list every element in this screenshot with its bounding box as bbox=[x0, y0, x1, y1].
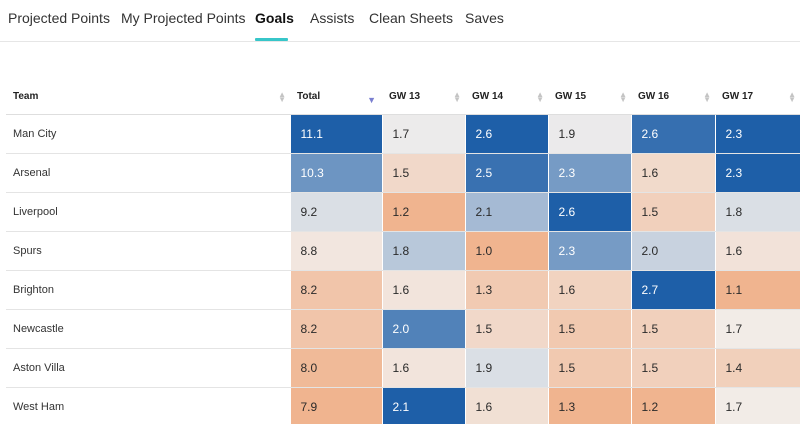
column-header-label: GW 15 bbox=[555, 91, 587, 103]
total-goals-cell: 10.3 bbox=[289, 153, 382, 193]
gw-goals-cell: 2.3 bbox=[714, 153, 800, 193]
tab-my-projected-points[interactable]: My Projected Points bbox=[121, 10, 246, 26]
total-goals-cell: 8.2 bbox=[289, 309, 382, 349]
gw-goals-cell: 1.8 bbox=[381, 231, 465, 271]
gw-goals-cell: 2.5 bbox=[464, 153, 548, 193]
column-header-gw13[interactable]: GW 13 ▲ ▼ bbox=[382, 80, 465, 115]
gw-goals-cell: 2.3 bbox=[547, 153, 631, 193]
gw-goals-cell: 2.0 bbox=[381, 309, 465, 349]
total-goals-cell: 9.2 bbox=[289, 192, 382, 232]
total-goals-cell: 8.0 bbox=[289, 348, 382, 388]
gw-goals-cell: 1.5 bbox=[547, 348, 631, 388]
gw-goals-cell: 1.0 bbox=[464, 231, 548, 271]
gw-goals-cell: 2.6 bbox=[630, 114, 715, 154]
total-goals-cell: 11.1 bbox=[289, 114, 382, 154]
column-header-label: GW 14 bbox=[472, 91, 504, 103]
total-goals-cell: 7.9 bbox=[289, 387, 382, 424]
gw-goals-cell: 1.6 bbox=[381, 348, 465, 388]
active-tab-indicator bbox=[255, 38, 288, 41]
tab-saves[interactable]: Saves bbox=[465, 10, 504, 26]
column-header-total[interactable]: Total ▼ bbox=[290, 80, 382, 115]
gw-goals-cell: 1.6 bbox=[464, 387, 548, 424]
tab-assists[interactable]: Assists bbox=[310, 10, 355, 26]
tab-goals[interactable]: Goals bbox=[255, 10, 294, 26]
gw-goals-cell: 2.3 bbox=[547, 231, 631, 271]
table-row: Newcastle 8.2 2.0 1.5 1.5 1.5 1.7 bbox=[6, 309, 800, 349]
column-header-gw16[interactable]: GW 16 ▲ ▼ bbox=[631, 80, 715, 115]
sort-descending-icon[interactable]: ▼ bbox=[367, 95, 376, 105]
table-row: Man City 11.1 1.7 2.6 1.9 2.6 2.3 bbox=[6, 114, 800, 154]
column-header-gw14[interactable]: GW 14 ▲ ▼ bbox=[465, 80, 548, 115]
sort-icon[interactable]: ▲ ▼ bbox=[788, 90, 796, 104]
gw-goals-cell: 1.6 bbox=[630, 153, 715, 193]
gw-goals-cell: 1.1 bbox=[714, 270, 800, 310]
gw-goals-cell: 1.5 bbox=[547, 309, 631, 349]
column-header-gw15[interactable]: GW 15 ▲ ▼ bbox=[548, 80, 631, 115]
gw-goals-cell: 1.5 bbox=[630, 348, 715, 388]
gw-goals-cell: 1.5 bbox=[464, 309, 548, 349]
gw-goals-cell: 1.2 bbox=[630, 387, 715, 424]
team-name[interactable]: Brighton bbox=[6, 270, 290, 310]
gw-goals-cell: 1.9 bbox=[464, 348, 548, 388]
gw-goals-cell: 1.6 bbox=[381, 270, 465, 310]
column-header-label: GW 16 bbox=[638, 91, 670, 103]
stat-tabs: Projected Points My Projected Points Goa… bbox=[0, 0, 800, 42]
table-row: Liverpool 9.2 1.2 2.1 2.6 1.5 1.8 bbox=[6, 192, 800, 232]
gw-goals-cell: 1.5 bbox=[381, 153, 465, 193]
gw-goals-cell: 1.7 bbox=[381, 114, 465, 154]
gw-goals-cell: 2.6 bbox=[547, 192, 631, 232]
tab-clean-sheets[interactable]: Clean Sheets bbox=[369, 10, 454, 26]
sort-icon[interactable]: ▲ ▼ bbox=[619, 90, 627, 104]
total-goals-cell: 8.2 bbox=[289, 270, 382, 310]
sort-icon[interactable]: ▲ ▼ bbox=[278, 90, 286, 104]
gw-goals-cell: 2.6 bbox=[464, 114, 548, 154]
tab-projected-points[interactable]: Projected Points bbox=[8, 10, 110, 26]
gw-goals-cell: 1.5 bbox=[630, 309, 715, 349]
column-header-label: Total bbox=[297, 91, 321, 103]
gw-goals-cell: 1.3 bbox=[464, 270, 548, 310]
gw-goals-cell: 1.5 bbox=[630, 192, 715, 232]
team-name[interactable]: West Ham bbox=[6, 387, 290, 424]
gw-goals-cell: 1.7 bbox=[714, 309, 800, 349]
gw-goals-cell: 2.1 bbox=[381, 387, 465, 424]
sort-icon[interactable]: ▲ ▼ bbox=[453, 90, 461, 104]
table-header-row: Team ▲ ▼ Total ▼ GW 13 ▲ ▼ GW 14 ▲ ▼ GW 15 ▲ ▼ GW… bbox=[6, 80, 800, 115]
team-name[interactable]: Arsenal bbox=[6, 153, 290, 193]
table-row: Aston Villa 8.0 1.6 1.9 1.5 1.5 1.4 bbox=[6, 348, 800, 388]
table-row: West Ham 7.9 2.1 1.6 1.3 1.2 1.7 bbox=[6, 387, 800, 424]
gw-goals-cell: 1.4 bbox=[714, 348, 800, 388]
gw-goals-cell: 2.3 bbox=[714, 114, 800, 154]
gw-goals-cell: 1.7 bbox=[714, 387, 800, 424]
team-name[interactable]: Spurs bbox=[6, 231, 290, 271]
gw-goals-cell: 2.0 bbox=[630, 231, 715, 271]
column-header-label: GW 17 bbox=[722, 91, 754, 103]
gw-goals-cell: 2.7 bbox=[630, 270, 715, 310]
gw-goals-cell: 1.9 bbox=[547, 114, 631, 154]
sort-icon[interactable]: ▲ ▼ bbox=[703, 90, 711, 104]
team-name[interactable]: Man City bbox=[6, 114, 290, 154]
gw-goals-cell: 1.6 bbox=[547, 270, 631, 310]
team-name[interactable]: Aston Villa bbox=[6, 348, 290, 388]
table-row: Brighton 8.2 1.6 1.3 1.6 2.7 1.1 bbox=[6, 270, 800, 310]
gw-goals-cell: 2.1 bbox=[464, 192, 548, 232]
sort-icon[interactable]: ▲ ▼ bbox=[536, 90, 544, 104]
column-header-label: Team bbox=[13, 91, 39, 103]
gw-goals-cell: 1.6 bbox=[714, 231, 800, 271]
column-header-gw17[interactable]: GW 17 ▲ ▼ bbox=[715, 80, 800, 115]
team-name[interactable]: Newcastle bbox=[6, 309, 290, 349]
table-row: Spurs 8.8 1.8 1.0 2.3 2.0 1.6 bbox=[6, 231, 800, 271]
total-goals-cell: 8.8 bbox=[289, 231, 382, 271]
team-name[interactable]: Liverpool bbox=[6, 192, 290, 232]
goals-table: Team ▲ ▼ Total ▼ GW 13 ▲ ▼ GW 14 ▲ ▼ GW 15 ▲ ▼ GW… bbox=[6, 80, 800, 424]
column-header-label: GW 13 bbox=[389, 91, 421, 103]
gw-goals-cell: 1.2 bbox=[381, 192, 465, 232]
gw-goals-cell: 1.3 bbox=[547, 387, 631, 424]
gw-goals-cell: 1.8 bbox=[714, 192, 800, 232]
column-header-team[interactable]: Team ▲ ▼ bbox=[6, 80, 290, 115]
table-row: Arsenal 10.3 1.5 2.5 2.3 1.6 2.3 bbox=[6, 153, 800, 193]
